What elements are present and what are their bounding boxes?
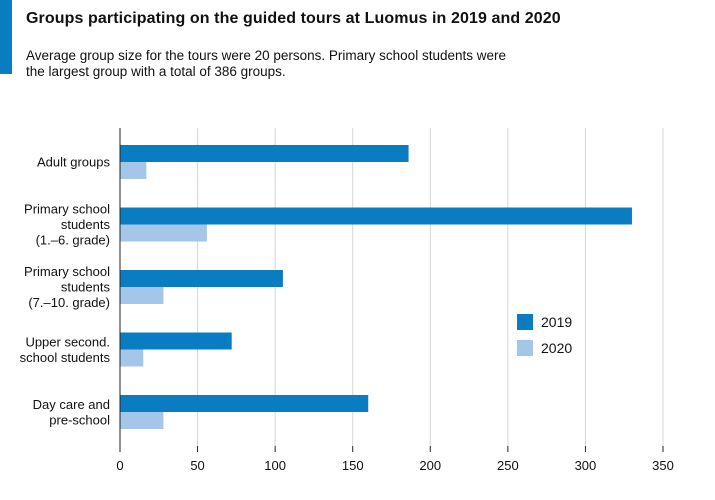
x-tick-label-200: 200	[419, 458, 441, 473]
chart-title: Groups participating on the guided tours…	[26, 10, 561, 27]
category-label-1: Primary school students (1.–6. grade)	[24, 202, 110, 248]
legend-swatch-2019	[517, 314, 533, 330]
legend-label-2020: 2020	[541, 340, 572, 356]
category-label-0: Adult groups	[37, 155, 110, 170]
x-tick-label-250: 250	[497, 458, 519, 473]
x-tick-label-0: 0	[116, 458, 123, 473]
chart-subtitle: Average group size for the tours were 20…	[26, 48, 506, 79]
category-label-3: Upper second. school students	[20, 334, 111, 365]
bar-2019-4	[120, 395, 369, 412]
bar-2020-3	[120, 349, 144, 367]
bar-2019-2	[120, 270, 283, 287]
legend-label-2019: 2019	[541, 314, 572, 330]
bar-2019-1	[120, 207, 632, 225]
bar-2020-0	[120, 162, 147, 179]
x-tick-label-350: 350	[652, 458, 674, 473]
bar-2020-4	[120, 412, 164, 429]
bar-2019-3	[120, 332, 232, 350]
bar-2020-1	[120, 224, 207, 242]
x-tick-label-300: 300	[575, 458, 597, 473]
legend-swatch-2020	[517, 340, 533, 356]
category-label-4: Day care and pre-school	[33, 397, 110, 428]
x-tick-label-100: 100	[264, 458, 286, 473]
bar-2019-0	[120, 145, 409, 162]
category-label-2: Primary school students (7.–10. grade)	[24, 264, 110, 310]
bar-2020-2	[120, 287, 164, 304]
x-tick-label-150: 150	[342, 458, 364, 473]
accent-bar	[0, 0, 12, 74]
x-tick-label-50: 50	[190, 458, 204, 473]
